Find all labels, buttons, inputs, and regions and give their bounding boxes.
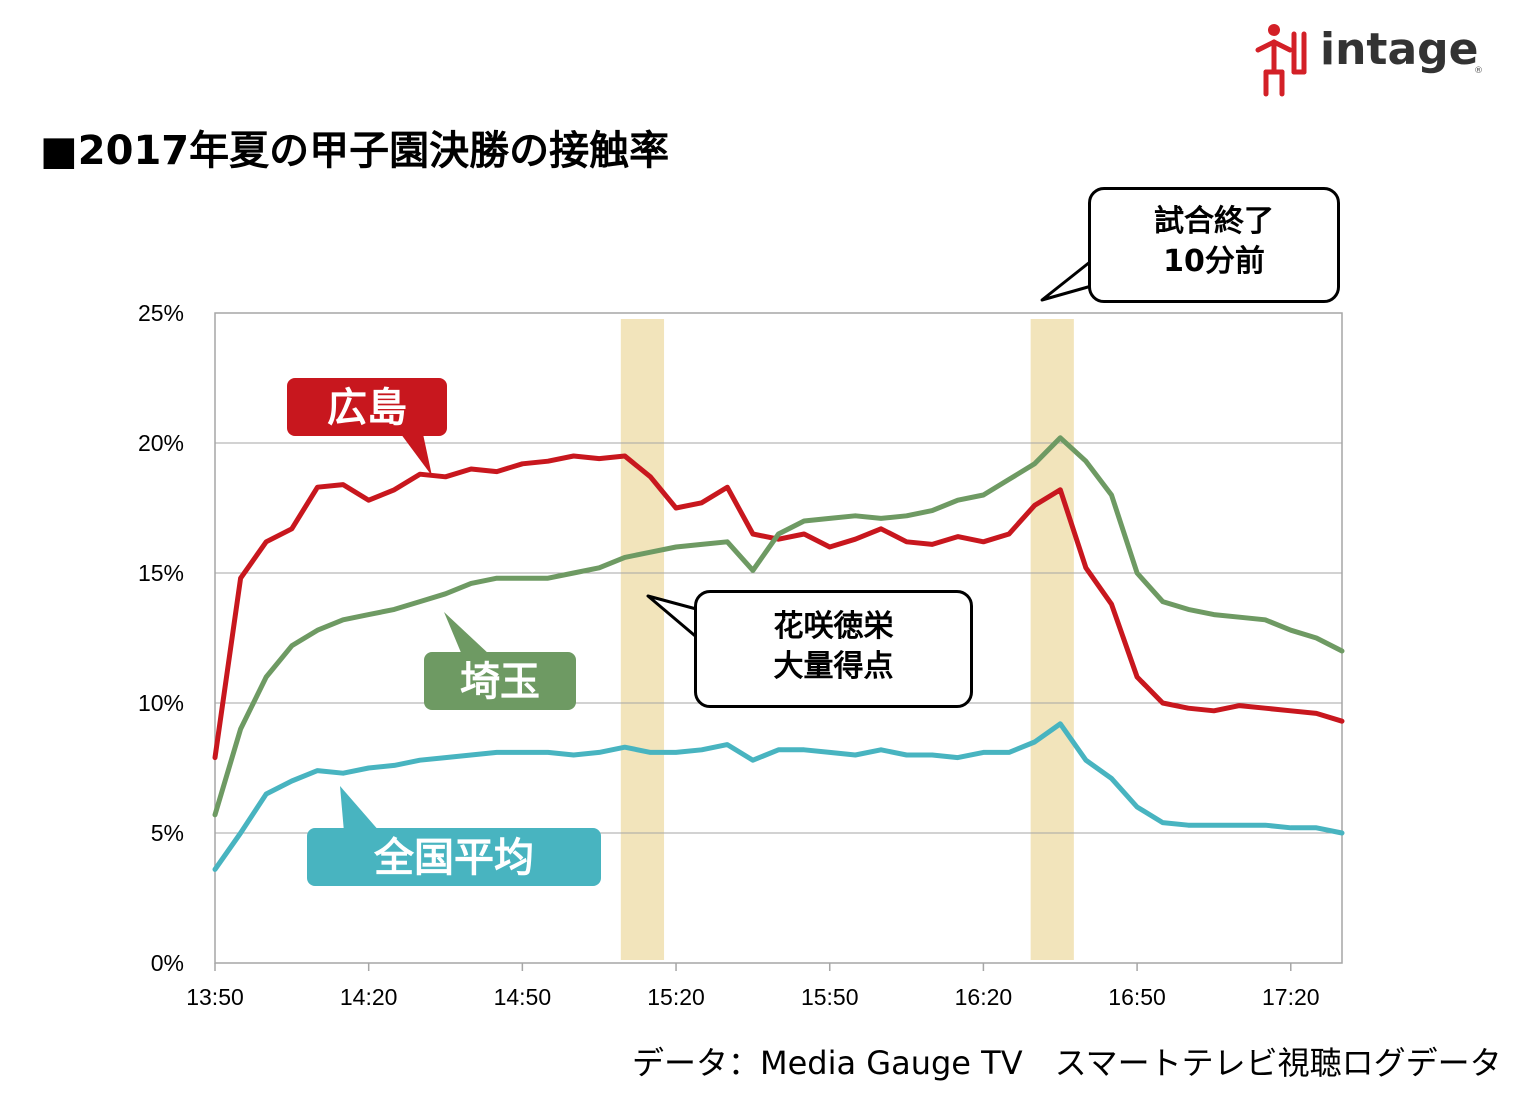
x-tick-label: 16:20 [955,984,1013,1010]
y-tick-label: 25% [138,300,184,326]
series-lines [212,435,1345,872]
scoring-callout: 花咲徳栄 大量得点 [694,590,973,708]
logo-text: intage [1320,24,1479,75]
y-tick-label: 20% [138,430,184,456]
x-tick-label: 13:50 [186,984,244,1010]
y-tick-label: 5% [151,820,184,846]
y-tick-label: 10% [138,690,184,716]
x-tick-label: 15:50 [801,984,859,1010]
saitama-pointer [444,612,490,655]
legend-saitama: 埼玉 [424,652,576,710]
legend-national: 全国平均 [307,828,601,886]
y-tick-label: 15% [138,560,184,586]
x-tick-label: 14:20 [340,984,398,1010]
callout-line: 花咲徳栄 [773,609,894,644]
logo: intage ® [1248,20,1493,100]
game-end-callout: 試合終了 10分前 [1088,187,1340,303]
callout-line: 試合終了 [1154,204,1274,239]
plot-area [214,312,1343,964]
callout-line: 10分前 [1163,244,1265,279]
data-source-note: データ：Media Gauge TV スマートテレビ視聴ログデータ [632,1044,1502,1082]
x-tick-label: 15:20 [647,984,705,1010]
x-tick-label: 17:20 [1262,984,1320,1010]
series-line-national [212,721,1345,872]
series-line-saitama [212,435,1345,818]
highlight-band [620,319,665,960]
callout-line: 大量得点 [773,649,894,684]
person-figure-icon [1255,24,1307,97]
x-tick-label: 14:50 [494,984,552,1010]
registered-mark: ® [1474,66,1483,76]
y-axis-ticks: 0% 5% 10% 15% 20% 25% [138,300,184,976]
highlight-band [1030,319,1074,960]
national-pointer [340,786,380,832]
highlight-bands [620,319,1074,960]
page-title: ■2017年夏の甲子園決勝の接触率 [40,128,670,174]
legend-hiroshima: 広島 [287,378,447,436]
y-tick-label: 0% [151,950,184,976]
series-line-hiroshima [212,453,1345,761]
x-tick-label: 16:50 [1108,984,1166,1010]
x-axis-ticks: 13:50 14:20 14:50 15:20 15:50 16:20 16:50 17:20 [186,963,1320,1010]
